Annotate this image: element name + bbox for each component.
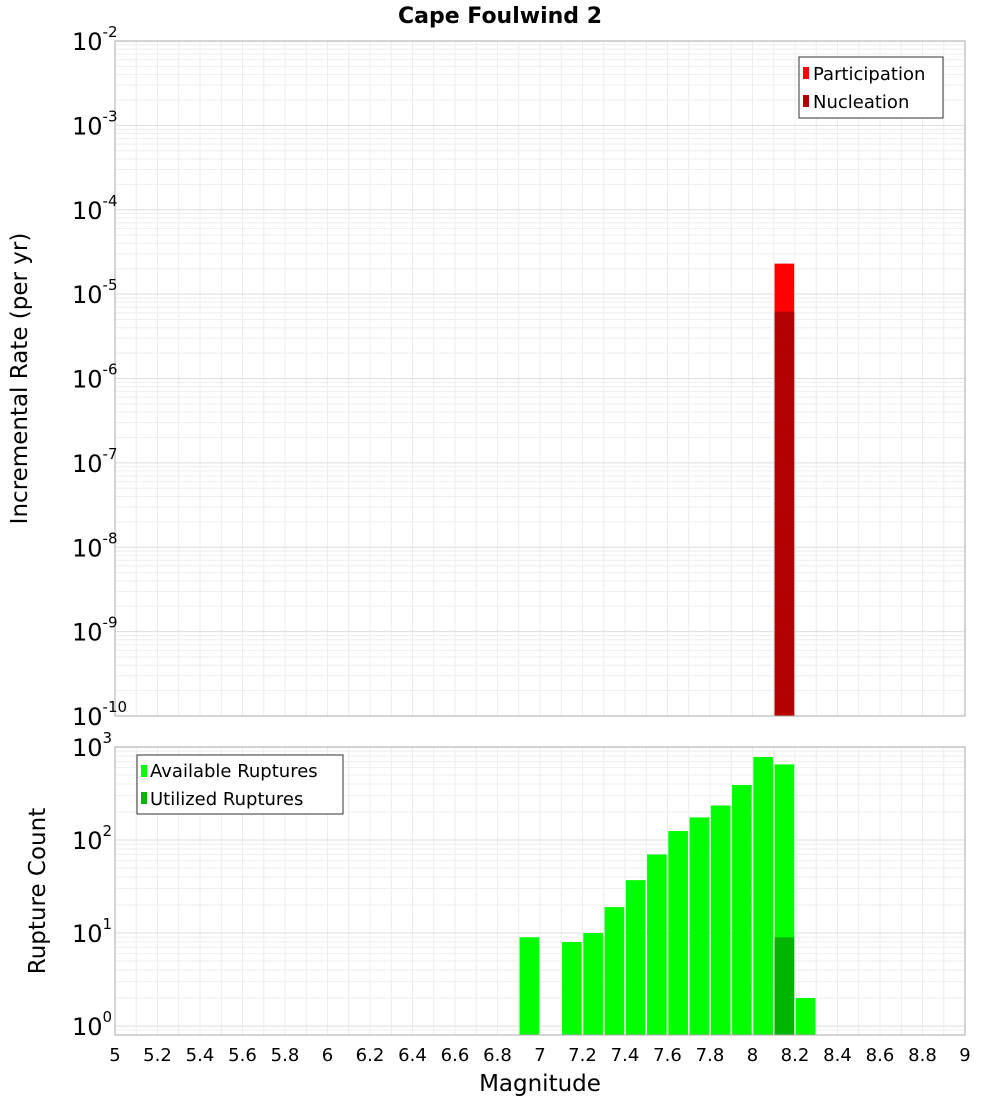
- x-tick-label: 5.6: [228, 1045, 257, 1066]
- legend-swatch-nucleation: [803, 95, 809, 107]
- x-tick-label: 6.8: [483, 1045, 512, 1066]
- x-tick-label: 8: [747, 1045, 758, 1066]
- x-tick-label: 6: [322, 1045, 333, 1066]
- bar-nucleation: [774, 311, 795, 716]
- bar-utilized-ruptures: [774, 937, 795, 1035]
- y-tick-exponent: 1: [103, 915, 113, 933]
- y-tick-exponent: -8: [103, 529, 118, 547]
- y-tick-label: 101: [72, 915, 112, 948]
- y-tick-label: 103: [72, 729, 112, 762]
- y-tick-exponent: -6: [103, 361, 118, 379]
- legend-label-available-ruptures: Available Ruptures: [150, 761, 318, 782]
- bar-available-ruptures: [753, 757, 773, 1035]
- bar-available-ruptures: [795, 997, 816, 1035]
- y-tick-label: 10-2: [72, 23, 118, 56]
- y-tick-label: 10-8: [72, 529, 118, 562]
- y-tick-exponent: -4: [103, 192, 118, 210]
- x-tick-label: 8.6: [866, 1045, 895, 1066]
- x-tick-label: 8.2: [781, 1045, 810, 1066]
- top-legend: Participation Nucleation: [798, 56, 944, 119]
- x-tick-label: 7.6: [653, 1045, 682, 1066]
- x-tick-label: 5.8: [271, 1045, 300, 1066]
- top-grid: [114, 41, 966, 717]
- y-tick-label: 102: [72, 822, 112, 855]
- bar-available-ruptures: [647, 854, 667, 1035]
- bottom-x-ticks: 5 5.2 5.4 5.6 5.8 6 6.2 6.4 6.6 6.8 7 7.2 7.4 7.6 7.8 8…: [109, 1045, 970, 1066]
- y-tick-exponent: -2: [103, 23, 118, 41]
- top-plot-frame: [114, 40, 966, 717]
- y-tick-exponent: -9: [103, 614, 118, 632]
- bottom-y-axis-label: Rupture Count: [25, 808, 51, 974]
- y-tick-label: 10-5: [72, 276, 118, 309]
- legend-label-nucleation: Nucleation: [813, 92, 909, 113]
- top-legend-box: [798, 56, 944, 119]
- bar-available-ruptures: [562, 942, 582, 1035]
- bar-available-ruptures: [583, 932, 603, 1035]
- bar-available-ruptures: [604, 907, 625, 1035]
- x-tick-label: 5: [109, 1045, 120, 1066]
- x-tick-label: 6.6: [441, 1045, 470, 1066]
- bottom-bars: [519, 757, 816, 1035]
- x-tick-label: 7: [534, 1045, 545, 1066]
- bar-available-ruptures: [732, 785, 752, 1035]
- x-tick-label: 6.2: [356, 1045, 385, 1066]
- y-tick-exponent: -5: [103, 276, 118, 294]
- bar-available-ruptures: [519, 937, 540, 1035]
- x-tick-label: 5.2: [143, 1045, 172, 1066]
- bottom-legend-box: [136, 754, 344, 815]
- bar-available-ruptures: [625, 880, 646, 1035]
- bar-available-ruptures: [710, 805, 731, 1035]
- chart-title: Cape Foulwind 2: [398, 4, 602, 29]
- y-tick-exponent: -3: [103, 107, 118, 125]
- x-tick-label: 9: [959, 1045, 970, 1066]
- bar-available-ruptures: [689, 817, 710, 1035]
- x-tick-label: 8.4: [823, 1045, 852, 1066]
- y-tick-label: 100: [72, 1008, 112, 1041]
- bottom-legend: Available Ruptures Utilized Ruptures: [136, 754, 344, 815]
- legend-swatch-utilized-ruptures: [141, 792, 147, 804]
- x-tick-label: 7.4: [611, 1045, 640, 1066]
- y-tick-label: 10-3: [72, 107, 118, 140]
- bar-available-ruptures: [668, 830, 688, 1035]
- y-tick-exponent: 0: [103, 1008, 113, 1026]
- legend-label-utilized-ruptures: Utilized Ruptures: [150, 789, 303, 810]
- y-tick-label: 10-6: [72, 361, 118, 394]
- y-tick-exponent: -7: [103, 445, 118, 463]
- x-tick-label: 6.4: [398, 1045, 427, 1066]
- y-tick-label: 10-4: [72, 192, 118, 225]
- legend-label-participation: Participation: [813, 64, 925, 85]
- bottom-plot-frame: [114, 746, 966, 1036]
- y-tick-label: 10-9: [72, 614, 118, 647]
- x-tick-label: 5.4: [186, 1045, 215, 1066]
- y-tick-exponent: 2: [103, 822, 113, 840]
- y-tick-exponent: -10: [103, 698, 128, 716]
- top-y-axis-label: Incremental Rate (per yr): [7, 233, 33, 525]
- x-tick-label: 7.8: [696, 1045, 725, 1066]
- legend-swatch-participation: [803, 67, 809, 79]
- x-tick-label: 7.2: [568, 1045, 597, 1066]
- x-tick-label: 8.8: [908, 1045, 937, 1066]
- y-tick-label: 10-7: [72, 445, 118, 478]
- top-bars: [774, 263, 795, 716]
- legend-swatch-available-ruptures: [141, 765, 147, 777]
- y-tick-label: 10-10: [72, 698, 127, 731]
- x-axis-label: Magnitude: [479, 1071, 601, 1097]
- y-tick-exponent: 3: [103, 729, 113, 747]
